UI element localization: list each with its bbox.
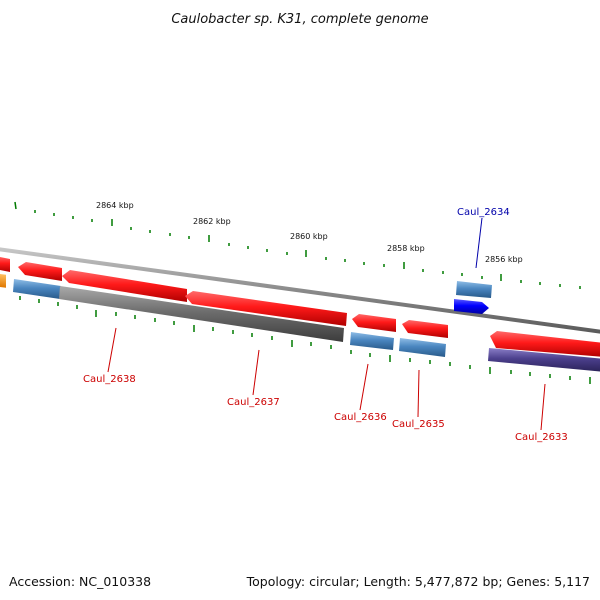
leader-line-caul-2634 [475,217,483,269]
cds-features [0,256,600,357]
accession-text: Accession: NC_010338 [9,574,151,589]
cog-bar-steel[interactable] [399,338,446,357]
cds-arrow[interactable] [352,314,396,332]
gene-leader-lines [107,217,546,431]
genome-backbone [0,247,600,334]
outer-tick-marks [14,201,581,289]
gene-label-caul-2635[interactable]: Caul_2635 [392,419,445,430]
cog-bar-steel[interactable] [350,332,394,350]
cds-arrow[interactable] [185,291,347,326]
inner-tick-marks [19,296,591,384]
cds-arrow[interactable] [402,320,448,338]
leader-line-caul-2637 [252,349,260,396]
gene-label-caul-2634[interactable]: Caul_2634 [457,207,510,218]
cds-arrow-caul-2633[interactable] [490,331,600,357]
leader-line-caul-2636 [359,363,369,411]
cog-features [0,273,600,372]
map-title: Caulobacter sp. K31, complete genome [171,12,428,27]
leader-line-caul-2635 [417,369,420,418]
gene-label-caul-2633[interactable]: Caul_2633 [515,432,568,443]
cds-arrow[interactable] [18,262,62,281]
cog-bar-steel[interactable] [456,281,492,298]
leader-line-caul-2638 [107,327,117,373]
gene-label-caul-2637[interactable]: Caul_2637 [227,397,280,408]
cog-bar-purple[interactable] [488,348,600,372]
cog-bar-gray[interactable] [59,286,344,342]
tick-label: 2858 kbp [387,244,425,253]
tick-label: 2862 kbp [193,217,231,226]
major-tick [14,201,17,210]
gene-label-caul-2636[interactable]: Caul_2636 [334,412,387,423]
cog-bar-orange[interactable] [0,273,6,288]
cog-bar-steel[interactable] [13,279,61,299]
tick-label: 2864 kbp [96,201,134,210]
gene-label-caul-2638[interactable]: Caul_2638 [83,374,136,385]
tick-label: 2856 kbp [485,255,523,264]
leader-line-caul-2633 [540,383,546,431]
cds-arrow-partial[interactable] [0,256,10,272]
tick-label: 2860 kbp [290,232,328,241]
cds-arrow[interactable] [62,270,187,302]
cds-arrow-caul-2634[interactable] [454,299,489,314]
genome-summary-text: Topology: circular; Length: 5,477,872 bp… [246,574,590,589]
